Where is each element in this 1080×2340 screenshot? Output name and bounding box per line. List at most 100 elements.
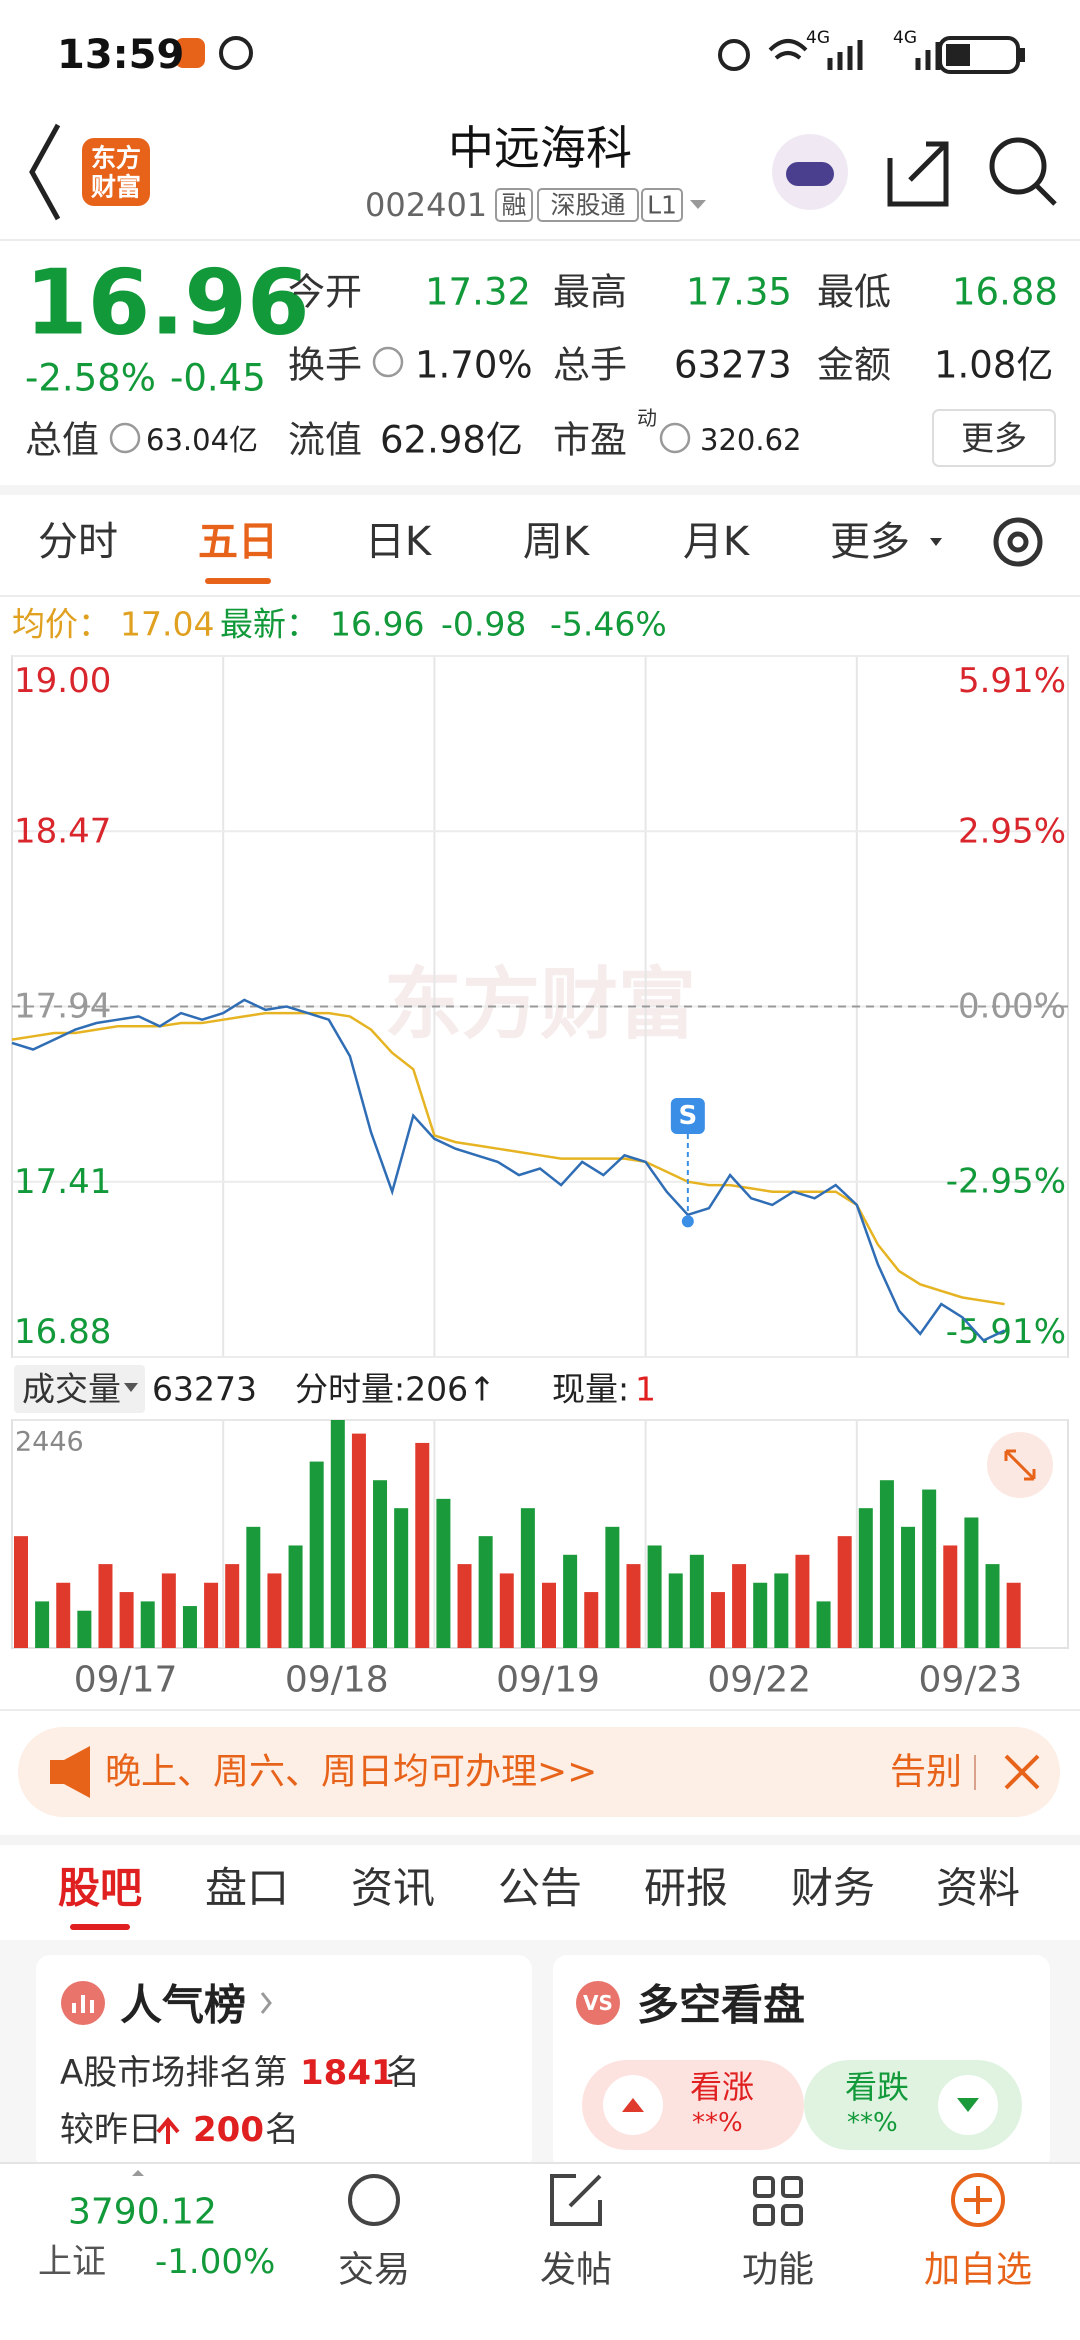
volume-bar bbox=[98, 1564, 113, 1648]
volume-bar bbox=[373, 1480, 388, 1648]
stat-label: 换手 bbox=[288, 344, 362, 387]
tag-box bbox=[495, 188, 533, 222]
change-value: 200 bbox=[193, 2110, 264, 2150]
status-icons bbox=[175, 36, 1025, 74]
bull-label: 看涨 bbox=[690, 2068, 754, 2106]
stat-value: 1.70% bbox=[415, 344, 533, 387]
change: -0.45 bbox=[170, 357, 266, 400]
latest-value: 16.96 bbox=[330, 605, 424, 644]
volume-bar bbox=[457, 1564, 472, 1648]
settings-button[interactable] bbox=[993, 517, 1043, 567]
volume-bar bbox=[288, 1545, 303, 1648]
stat-value: 62.98亿 bbox=[380, 419, 523, 462]
volume-bar bbox=[267, 1573, 282, 1648]
volume-bar bbox=[520, 1508, 535, 1648]
latest-label: 最新： bbox=[220, 605, 319, 644]
volume-bar bbox=[415, 1442, 430, 1648]
status-time: 13:59 bbox=[57, 32, 184, 78]
rank-suffix: 名 bbox=[386, 2053, 420, 2093]
tab-underline bbox=[205, 578, 271, 584]
back-button[interactable] bbox=[29, 123, 61, 221]
search-button[interactable] bbox=[989, 137, 1047, 195]
card-title: 人气榜 bbox=[120, 1981, 246, 2030]
dropdown-arrow bbox=[124, 1383, 138, 1392]
volume-bar bbox=[668, 1573, 683, 1648]
stock-code: 002401 bbox=[365, 186, 487, 224]
volume-bar bbox=[964, 1517, 979, 1648]
volume-selector[interactable] bbox=[14, 1365, 145, 1413]
banner-close-label[interactable]: 告别 bbox=[890, 1752, 962, 1793]
content-tab[interactable]: 资讯 bbox=[351, 1864, 435, 1913]
nav-item[interactable]: 交易 bbox=[338, 2250, 410, 2291]
content-tab[interactable]: 盘口 bbox=[205, 1864, 289, 1913]
stat-label: 金额 bbox=[817, 344, 891, 387]
index-value[interactable]: 3790.12 bbox=[68, 2192, 217, 2233]
nav-item[interactable]: 加自选 bbox=[924, 2250, 1032, 2291]
volume-bar bbox=[204, 1582, 219, 1648]
volume-bar bbox=[351, 1433, 366, 1648]
stat-label: 最高 bbox=[553, 271, 627, 314]
tag-box bbox=[537, 188, 639, 222]
tag-box bbox=[641, 188, 683, 222]
volume-bar bbox=[710, 1592, 725, 1648]
stat-label: 今开 bbox=[288, 271, 362, 314]
tab-underline bbox=[70, 1924, 130, 1930]
volume-bar bbox=[689, 1554, 704, 1648]
volume-bar bbox=[478, 1536, 493, 1648]
stat-value: 16.88 bbox=[952, 271, 1058, 314]
stat-value: 1.08亿 bbox=[934, 344, 1053, 387]
content-tab[interactable]: 公告 bbox=[498, 1864, 582, 1913]
x-tick-label: 09/17 bbox=[74, 1660, 178, 1701]
content-tab[interactable]: 资料 bbox=[936, 1864, 1020, 1913]
logo-text: 财富 bbox=[91, 173, 141, 202]
volume-bar bbox=[922, 1489, 937, 1648]
price-line bbox=[11, 998, 1006, 1343]
stat-label: 市盈 bbox=[553, 419, 627, 462]
current-volume: 1 bbox=[635, 1370, 656, 1409]
nav-item[interactable]: 功能 bbox=[742, 2250, 814, 2291]
period-tab[interactable]: 月K bbox=[683, 519, 751, 565]
period-tab[interactable]: 更多 bbox=[830, 519, 910, 565]
y-tick-label: 18.47 bbox=[14, 811, 111, 851]
volume-label[interactable]: 成交量 bbox=[22, 1370, 121, 1409]
stat-label: 流值 bbox=[288, 419, 362, 462]
logo-text: 东方 bbox=[91, 144, 141, 173]
volume-bar bbox=[182, 1606, 197, 1648]
bear-label: 看跌 bbox=[845, 2068, 909, 2106]
more-button[interactable] bbox=[932, 409, 1056, 467]
banner-text[interactable]: 晚上、周六、周日均可办理>> bbox=[105, 1752, 597, 1793]
volume-bar bbox=[14, 1536, 28, 1648]
period-tab[interactable]: 分时 bbox=[38, 519, 118, 565]
x-tick-label: 09/19 bbox=[496, 1660, 600, 1701]
index-change: -1.00% bbox=[155, 2242, 275, 2282]
close-banner[interactable] bbox=[1004, 1754, 1040, 1790]
popularity-card[interactable] bbox=[36, 1955, 532, 2170]
bottom-nav bbox=[0, 2163, 1080, 2340]
volume-bar bbox=[732, 1564, 747, 1648]
header-icons bbox=[29, 123, 1057, 221]
stat-value: 63273 bbox=[674, 344, 792, 387]
nav-item[interactable]: 发帖 bbox=[540, 2250, 612, 2291]
more-button-label[interactable]: 更多 bbox=[961, 419, 1027, 458]
banner[interactable] bbox=[18, 1727, 1060, 1817]
volume-bar bbox=[77, 1610, 92, 1648]
share-button[interactable] bbox=[887, 141, 949, 207]
signal-label: 4G bbox=[893, 28, 917, 48]
stat-label: 总值 bbox=[25, 419, 99, 462]
volume-bar bbox=[563, 1554, 578, 1648]
volume-bar bbox=[35, 1601, 50, 1648]
period-tab[interactable]: 五日 bbox=[198, 519, 278, 565]
marker-badge[interactable] bbox=[670, 1098, 705, 1134]
bull-value: **% bbox=[692, 2108, 743, 2138]
content-tab[interactable]: 股吧 bbox=[58, 1864, 142, 1913]
volume-bar bbox=[140, 1601, 155, 1648]
bear-value: **% bbox=[847, 2108, 898, 2138]
volume-bar bbox=[943, 1545, 958, 1648]
volume-bar bbox=[246, 1526, 261, 1648]
content-tab[interactable]: 财务 bbox=[791, 1864, 875, 1913]
period-tab[interactable]: 周K bbox=[523, 519, 591, 565]
current-label: 现量: bbox=[552, 1370, 629, 1409]
period-tab[interactable]: 日K bbox=[365, 519, 433, 565]
content-tab[interactable]: 研报 bbox=[644, 1864, 728, 1913]
watermark: 东方财富 bbox=[384, 960, 696, 1050]
